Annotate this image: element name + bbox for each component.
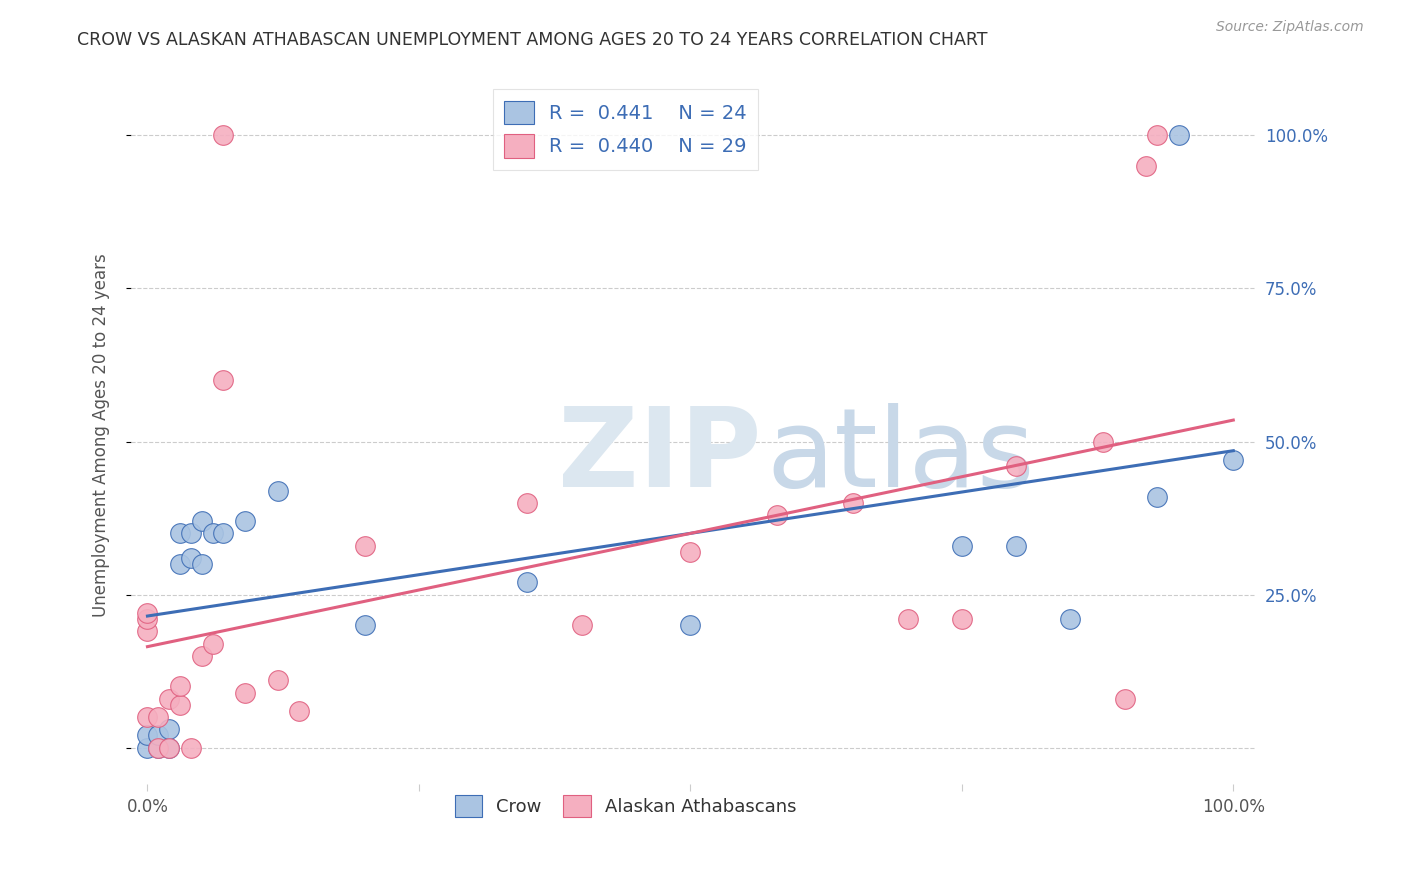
Point: [169, 698, 191, 712]
Point: [136, 710, 159, 724]
Point: [157, 723, 180, 737]
Point: [679, 545, 702, 559]
Point: [896, 612, 918, 626]
Text: Source: ZipAtlas.com: Source: ZipAtlas.com: [1216, 20, 1364, 34]
Point: [157, 691, 180, 706]
Point: [169, 680, 191, 694]
Point: [353, 618, 375, 632]
Point: [190, 648, 212, 663]
Point: [136, 728, 159, 742]
Point: [516, 575, 538, 590]
Point: [288, 704, 311, 718]
Legend: Crow, Alaskan Athabascans: Crow, Alaskan Athabascans: [447, 788, 804, 824]
Point: [180, 550, 202, 565]
Point: [157, 740, 180, 755]
Point: [169, 526, 191, 541]
Point: [148, 710, 170, 724]
Text: atlas: atlas: [766, 403, 1035, 510]
Point: [1146, 490, 1168, 504]
Point: [180, 740, 202, 755]
Point: [571, 618, 593, 632]
Point: [516, 496, 538, 510]
Point: [180, 526, 202, 541]
Point: [950, 539, 973, 553]
Point: [148, 740, 170, 755]
Point: [1005, 539, 1028, 553]
Point: [1135, 159, 1157, 173]
Point: [148, 728, 170, 742]
Point: [148, 740, 170, 755]
Point: [169, 557, 191, 571]
Text: ZIP: ZIP: [558, 403, 762, 510]
Point: [1222, 453, 1244, 467]
Point: [190, 557, 212, 571]
Point: [267, 483, 290, 498]
Point: [212, 373, 235, 387]
Point: [842, 496, 865, 510]
Point: [950, 612, 973, 626]
Point: [1091, 434, 1114, 449]
Point: [136, 624, 159, 639]
Point: [233, 685, 256, 699]
Point: [353, 539, 375, 553]
Point: [212, 526, 235, 541]
Point: [212, 128, 235, 143]
Point: [1146, 128, 1168, 143]
Text: CROW VS ALASKAN ATHABASCAN UNEMPLOYMENT AMONG AGES 20 TO 24 YEARS CORRELATION CH: CROW VS ALASKAN ATHABASCAN UNEMPLOYMENT …: [77, 31, 988, 49]
Point: [136, 612, 159, 626]
Y-axis label: Unemployment Among Ages 20 to 24 years: Unemployment Among Ages 20 to 24 years: [93, 253, 110, 617]
Point: [233, 514, 256, 528]
Point: [136, 740, 159, 755]
Point: [766, 508, 789, 522]
Point: [267, 673, 290, 688]
Point: [1059, 612, 1081, 626]
Point: [201, 637, 224, 651]
Point: [157, 740, 180, 755]
Point: [1114, 691, 1136, 706]
Point: [1168, 128, 1191, 143]
Point: [201, 526, 224, 541]
Point: [679, 618, 702, 632]
Point: [1005, 458, 1028, 473]
Point: [190, 514, 212, 528]
Point: [136, 606, 159, 620]
